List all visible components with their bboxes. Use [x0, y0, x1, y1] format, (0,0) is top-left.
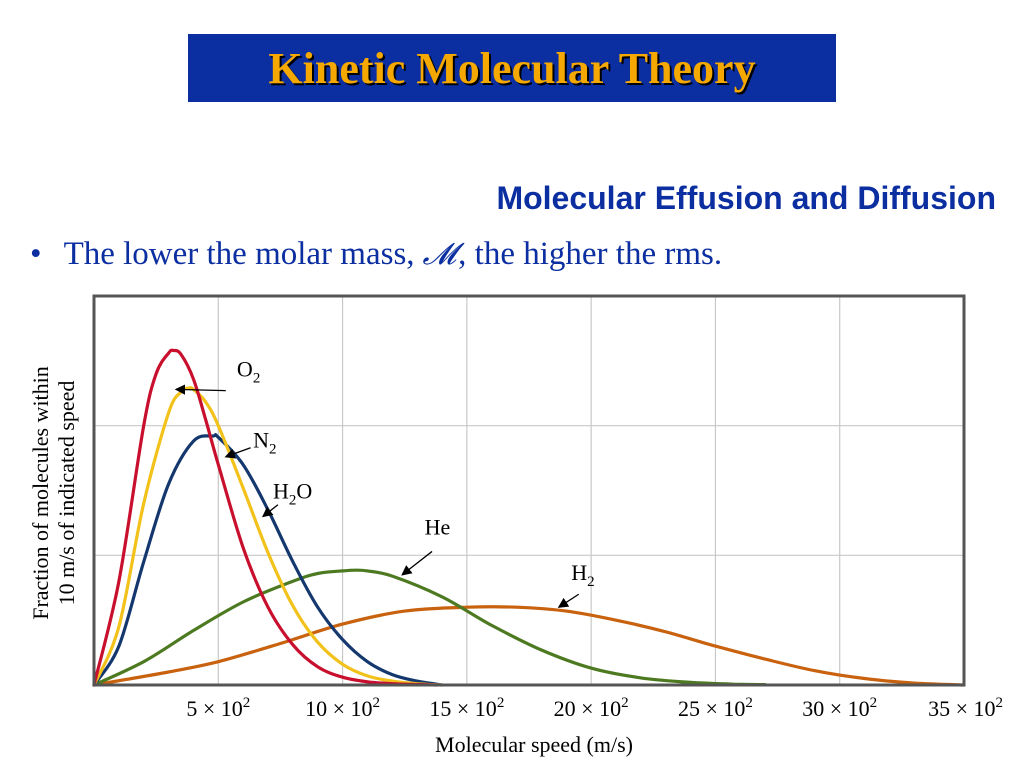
grid-lines	[94, 296, 965, 685]
y-axis-label: Fraction of molecules within 10 m/s of i…	[28, 366, 79, 620]
x-tick-coef: 20 × 10	[554, 696, 621, 721]
x-tick-coef: 15 × 10	[429, 696, 496, 721]
x-tick-label-7: 35 × 102	[928, 695, 1003, 721]
x-tick-exp: 2	[497, 695, 505, 711]
x-tick-coef: 35 × 10	[928, 696, 995, 721]
series-arrow-o2	[174, 384, 226, 395]
x-tick-coef: 10 × 10	[305, 696, 372, 721]
x-tick-exp: 2	[870, 695, 878, 711]
bullet-marker: •	[30, 236, 42, 272]
x-tick-label-3: 15 × 102	[429, 695, 504, 721]
series-label-tail: O	[296, 478, 312, 503]
x-tick-label-4: 20 × 102	[554, 695, 629, 721]
bullet-text-after: , the higher the rms.	[458, 236, 723, 272]
x-tick-coef: 30 × 10	[802, 696, 869, 721]
plot-frame	[92, 294, 966, 687]
series-arrow-h2o	[262, 504, 279, 518]
series-arrow-n2	[224, 447, 251, 459]
x-tick-label-1: 5 × 102	[186, 695, 250, 721]
x-tick-coef: 5 × 10	[186, 696, 242, 721]
series-label-he: He	[425, 515, 451, 540]
series-line-he	[92, 568, 767, 687]
series-label-n2: N2	[253, 428, 276, 458]
series-label-sub: 2	[253, 370, 261, 386]
series-label-main: N	[253, 428, 269, 453]
x-tick-exp: 2	[621, 695, 629, 711]
series-label-o2: O2	[237, 356, 260, 386]
series-label-sub: 2	[587, 574, 595, 590]
series-line-o2	[92, 348, 439, 687]
series-label-main: H	[571, 560, 587, 585]
series-label-main: H	[273, 478, 289, 503]
x-tick-exp: 2	[745, 695, 753, 711]
x-axis-label: Molecular speed (m/s)	[435, 732, 633, 757]
series-label-sub: 2	[289, 492, 297, 508]
x-tick-label-2: 10 × 102	[305, 695, 380, 721]
series-arrow-h2	[557, 593, 580, 608]
slide-subtitle: Molecular Effusion and Diffusion	[496, 180, 996, 216]
plot-area	[94, 296, 964, 685]
series-lines	[92, 348, 966, 687]
x-tick-exp: 2	[996, 695, 1004, 711]
series-label-main: He	[425, 515, 451, 540]
y-axis-label-line-1: Fraction of molecules within	[28, 366, 53, 620]
molar-mass-symbol: 𝓜	[422, 237, 457, 272]
x-tick-label-6: 30 × 102	[802, 695, 877, 721]
x-tick-exp: 2	[243, 695, 251, 711]
title-banner: Kinetic Molecular Theory	[188, 34, 836, 102]
series-line-h2o	[92, 433, 444, 687]
series-arrow-he	[401, 550, 433, 576]
x-tick-exp: 2	[373, 695, 381, 711]
series-label-h2: H2	[571, 560, 594, 590]
series-label-h2o: H2O	[273, 478, 312, 508]
series-label-sub: 2	[269, 442, 277, 458]
x-tick-coef: 25 × 10	[678, 696, 745, 721]
series-line-n2	[92, 386, 444, 687]
series-label-main: O	[237, 356, 253, 381]
y-axis-label-line-2: 10 m/s of indicated speed	[54, 381, 79, 606]
bullet-point: • The lower the molar mass, 𝓜, the higher …	[30, 236, 722, 273]
x-tick-labels: 5 × 102 10 × 102 15 × 102 20 × 102 25 × 102 3…	[186, 695, 1003, 721]
series-line-h2	[92, 605, 966, 687]
x-tick-label-5: 25 × 102	[678, 695, 753, 721]
bullet-text-before: The lower the molar mass,	[63, 236, 415, 272]
slide-title: Kinetic Molecular Theory	[268, 43, 756, 93]
